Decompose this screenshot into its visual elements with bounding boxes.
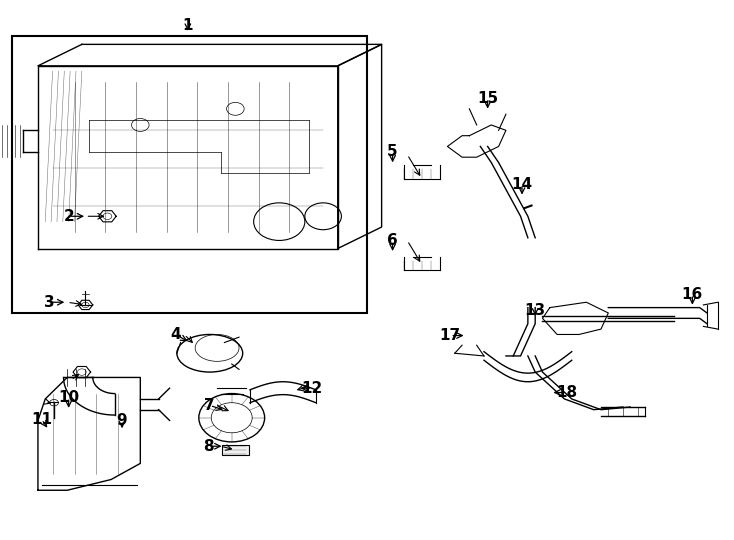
Text: 1: 1 xyxy=(183,18,193,33)
Text: 3: 3 xyxy=(43,295,54,310)
Bar xyxy=(222,444,249,455)
Text: 16: 16 xyxy=(682,287,703,302)
Bar xyxy=(12,36,367,313)
Text: 12: 12 xyxy=(302,381,323,396)
Text: 14: 14 xyxy=(512,177,533,192)
Text: 7: 7 xyxy=(205,398,215,413)
Text: 9: 9 xyxy=(117,413,128,428)
Text: 13: 13 xyxy=(525,303,546,318)
Text: 11: 11 xyxy=(31,412,52,427)
Text: 18: 18 xyxy=(556,385,577,400)
Text: 5: 5 xyxy=(388,144,398,159)
Text: 4: 4 xyxy=(170,327,181,342)
Text: 10: 10 xyxy=(58,390,79,405)
Text: 17: 17 xyxy=(440,328,461,343)
Text: 8: 8 xyxy=(203,438,214,454)
Text: 2: 2 xyxy=(63,209,74,224)
Text: 6: 6 xyxy=(388,233,398,248)
Text: 15: 15 xyxy=(477,91,498,106)
